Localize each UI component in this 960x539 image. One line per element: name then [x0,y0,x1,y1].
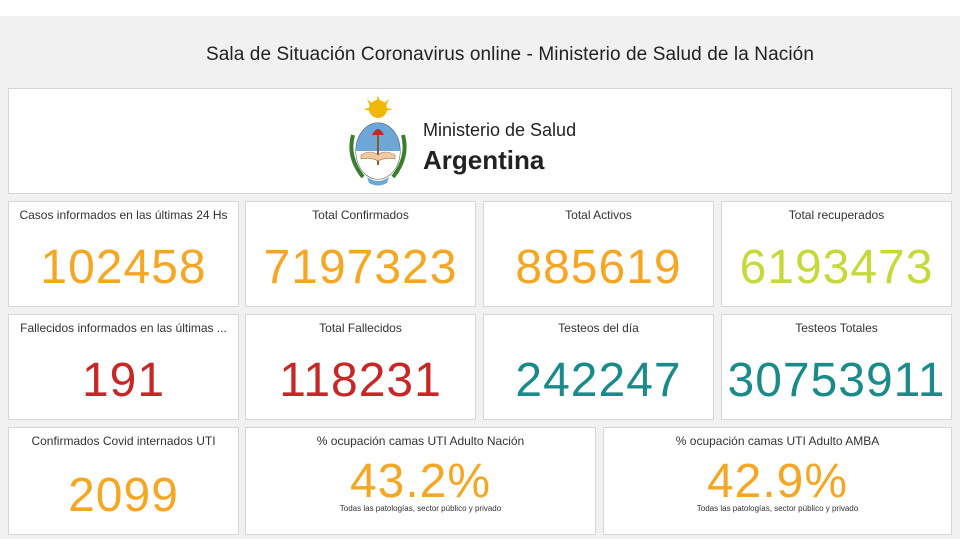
card-label: Testeos del día [558,321,639,335]
page-title: Sala de Situación Coronavirus online - M… [205,44,815,65]
card-icu-occupancy-nation: % ocupación camas UTI Adulto Nación 43.2… [245,427,596,535]
card-label: % ocupación camas UTI Adulto AMBA [675,434,880,448]
card-note: Todas las patologías, sector público y p… [339,504,502,513]
argentina-coat-of-arms-icon [349,95,407,186]
card-value: 102458 [40,241,207,294]
card-label: Casos informados en las últimas 24 Hs [19,208,228,222]
card-value: 885619 [515,241,682,294]
card-value: 7197323 [263,241,458,294]
card-total-confirmed: Total Confirmados 7197323 [245,201,476,307]
card-tests-today: Testeos del día 242247 [483,314,714,420]
card-label: Total Fallecidos [319,321,402,335]
ministry-logo: Ministerio de Salud Argentina [343,95,603,189]
card-label: Testeos Totales [795,321,878,335]
card-value: 6193473 [739,241,934,294]
card-label: Total Confirmados [312,208,409,222]
card-label: % ocupación camas UTI Adulto Nación [316,434,525,448]
card-total-recovered: Total recuperados 6193473 [721,201,952,307]
card-value: 2099 [68,469,179,522]
card-label: Confirmados Covid internados UTI [31,434,216,448]
logo-card: Ministerio de Salud Argentina [8,88,952,194]
card-value: 191 [81,354,166,407]
card-note: Todas las patologías, sector público y p… [696,504,859,513]
top-strip [0,0,960,16]
card-total-deaths: Total Fallecidos 118231 [245,314,476,420]
card-icu-occupancy-amba: % ocupación camas UTI Adulto AMBA 42.9% … [603,427,952,535]
card-label: Total Activos [565,208,632,222]
card-label: Total recuperados [788,208,885,222]
card-icu-covid: Confirmados Covid internados UTI 2099 [8,427,239,535]
card-cases-24h: Casos informados en las últimas 24 Hs 10… [8,201,239,307]
card-value: 118231 [279,354,442,407]
card-label: Fallecidos informados en las últimas ... [20,321,227,335]
card-value: 30753911 [727,354,946,407]
card-total-tests: Testeos Totales 30753911 [721,314,952,420]
country-name: Argentina [423,145,545,175]
card-value: 43.2% [349,455,492,508]
card-value: 242247 [515,354,682,407]
card-total-active: Total Activos 885619 [483,201,714,307]
card-deaths-24h: Fallecidos informados en las últimas ...… [8,314,239,420]
ministry-name: Ministerio de Salud [423,120,577,140]
card-value: 42.9% [706,455,849,508]
